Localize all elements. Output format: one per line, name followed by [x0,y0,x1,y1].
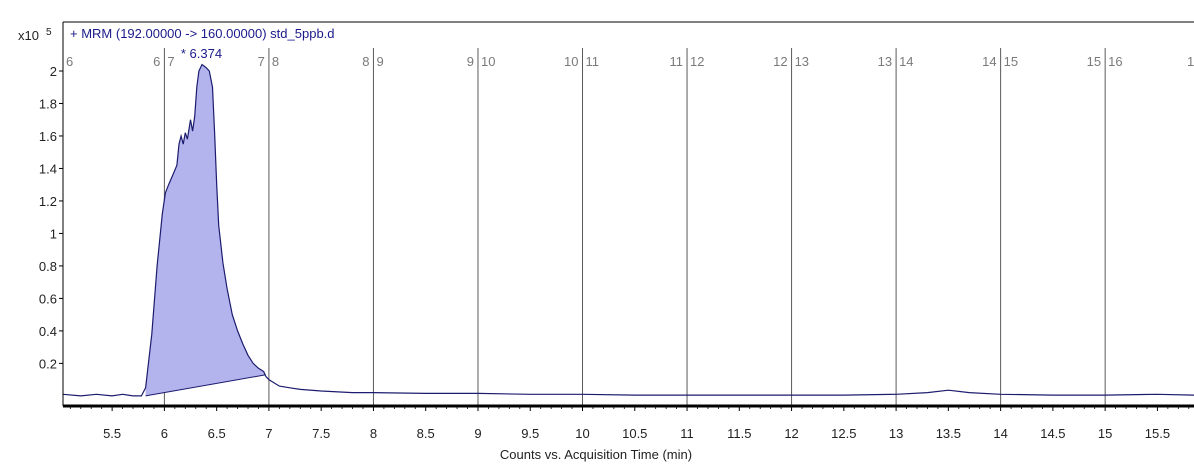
y-multiplier-exponent: 5 [46,27,52,38]
x-tick-label: 11.5 [727,426,751,441]
time-window-left-label: 14 [982,54,996,69]
y-tick-label: 1 [50,226,57,241]
plot-area [63,22,1194,408]
time-window-left-label: 7 [258,54,265,69]
time-window-right-label: 16 [1108,54,1122,69]
time-window-left-label: 10 [564,54,578,69]
x-tick-label: 12.5 [831,426,856,441]
y-tick-label: 0.6 [39,291,57,306]
time-window-right-label: 13 [795,54,809,69]
x-tick-label: 14.5 [1040,426,1065,441]
time-window-right-label: 7 [167,54,174,69]
x-tick-label: 9.5 [521,426,539,441]
y-tick-label: 1.6 [39,129,57,144]
time-window-left-label: 11 [670,54,684,69]
y-tick-label: 0.8 [39,259,57,274]
time-window-edge-label-right: 1 [1187,54,1194,69]
x-tick-label: 13 [889,426,903,441]
x-tick-label: 14 [993,426,1007,441]
time-window-right-label: 14 [899,54,913,69]
x-tick-label: 8 [370,426,377,441]
x-axis-label: Counts vs. Acquisition Time (min) [500,447,692,462]
x-tick-label: 7 [265,426,272,441]
time-window-left-label: 15 [1087,54,1101,69]
time-window-layer: 6 7 7 8 8 9 9 10 10 11 11 12 12 13 13 14 14 15 15 166 1 [66,48,1194,406]
mrm-trace-line [62,63,1194,397]
x-tick-label: 6.5 [208,426,226,441]
x-tick-label: 7.5 [312,426,330,441]
time-window-right-label: 15 [1004,54,1018,69]
time-window-left-label: 8 [362,54,369,69]
x-tick-label: 8.5 [417,426,435,441]
x-tick-label: 15 [1098,426,1112,441]
y-multiplier-label: x10 [18,28,39,43]
time-window-right-label: 12 [690,54,704,69]
y-tick-label: 1.2 [39,194,57,209]
time-window-left-label: 13 [878,54,892,69]
x-tick-label: 12 [784,426,798,441]
x-tick-label: 13.5 [936,426,961,441]
time-window-right-label: 11 [586,54,600,69]
x-tick-label: 5.5 [103,426,121,441]
x-tick-label: 10.5 [622,426,647,441]
time-window-left-label: 12 [773,54,787,69]
peak-label: * 6.374 [181,46,222,61]
y-tick-label: 1.8 [39,96,57,111]
time-window-right-label: 10 [481,54,495,69]
y-tick-label: 1.4 [39,161,57,176]
x-tick-label: 10 [575,426,589,441]
time-window-right-label: 8 [272,54,279,69]
chart-title: + MRM (192.00000 -> 160.00000) std_5ppb.… [70,26,335,41]
trace-layer [62,63,1194,397]
x-tick-label: 11 [680,426,694,441]
integrated-peak-area [145,64,266,396]
y-tick-label: 0.2 [39,356,57,371]
y-tick-label: 0.4 [39,324,57,339]
time-window-left-label: 9 [467,54,474,69]
time-window-edge-label-left: 6 [66,54,73,69]
time-window-left-label: 6 [153,54,160,69]
x-tick-label: 9 [474,426,481,441]
labels-layer: * 6.374 [181,46,222,61]
y-tick-label: 2 [50,64,57,79]
axes-layer: 0.2 0.4 0.6 0.8 1 1.2 1.4 1.6 1.8 2 5.5 6 6.5 7 7.5 8 8.… [39,21,1194,441]
x-tick-label: 15.5 [1145,426,1170,441]
integration-baseline [145,374,266,397]
time-window-right-label: 9 [376,54,383,69]
x-tick-label: 6 [161,426,168,441]
